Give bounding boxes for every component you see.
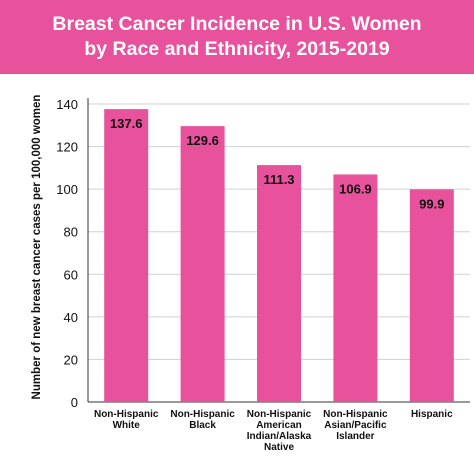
y-axis-label: Number of new breast cancer cases per 10… bbox=[31, 95, 43, 400]
y-tick-label-20: 20 bbox=[64, 352, 78, 367]
x-tick-label-2-line-3: Native bbox=[264, 442, 294, 453]
bar-0 bbox=[104, 109, 149, 402]
y-tick-label-80: 80 bbox=[64, 225, 78, 240]
x-tick-label-1-line-1: Black bbox=[189, 420, 216, 431]
data-label-1: 129.6 bbox=[186, 133, 219, 148]
data-label-4: 99.9 bbox=[419, 196, 444, 211]
x-tick-label-0-line-1: White bbox=[113, 420, 141, 431]
bar-1 bbox=[180, 126, 225, 402]
chart-title-line-2: by Race and Ethnicity, 2015-2019 bbox=[84, 38, 390, 60]
y-tick-label-60: 60 bbox=[64, 267, 78, 282]
x-tick-label-2-line-1: American bbox=[256, 420, 302, 431]
x-tick-label-3-line-1: Asian/Pacific bbox=[324, 420, 387, 431]
x-tick-label-2-line-2: Indian/Alaska bbox=[247, 431, 312, 442]
y-tick-label-40: 40 bbox=[64, 310, 78, 325]
y-tick-label-100: 100 bbox=[56, 182, 78, 197]
bar-4 bbox=[409, 189, 454, 402]
title-banner: Breast Cancer Incidence in U.S. Women by… bbox=[0, 0, 474, 74]
data-label-2: 111.3 bbox=[263, 172, 294, 187]
x-tick-label-4-line-0: Hispanic bbox=[411, 409, 453, 420]
y-tick-label-0: 0 bbox=[71, 395, 78, 410]
x-tick-label-2-line-0: Non-Hispanic bbox=[247, 409, 312, 420]
y-tick-label-120: 120 bbox=[56, 140, 78, 155]
data-label-3: 106.9 bbox=[339, 181, 372, 196]
x-tick-label-1-line-0: Non-Hispanic bbox=[170, 409, 235, 420]
x-tick-label-3-line-2: Islander bbox=[336, 431, 374, 442]
data-label-0: 137.6 bbox=[110, 116, 143, 131]
chart-title-line-1: Breast Cancer Incidence in U.S. Women bbox=[52, 13, 422, 35]
bar-2 bbox=[257, 165, 301, 402]
x-tick-label-0-line-0: Non-Hispanic bbox=[94, 409, 159, 420]
x-tick-label-3-line-0: Non-Hispanic bbox=[323, 409, 388, 420]
y-tick-label-140: 140 bbox=[56, 97, 78, 112]
bar-3 bbox=[333, 174, 378, 402]
